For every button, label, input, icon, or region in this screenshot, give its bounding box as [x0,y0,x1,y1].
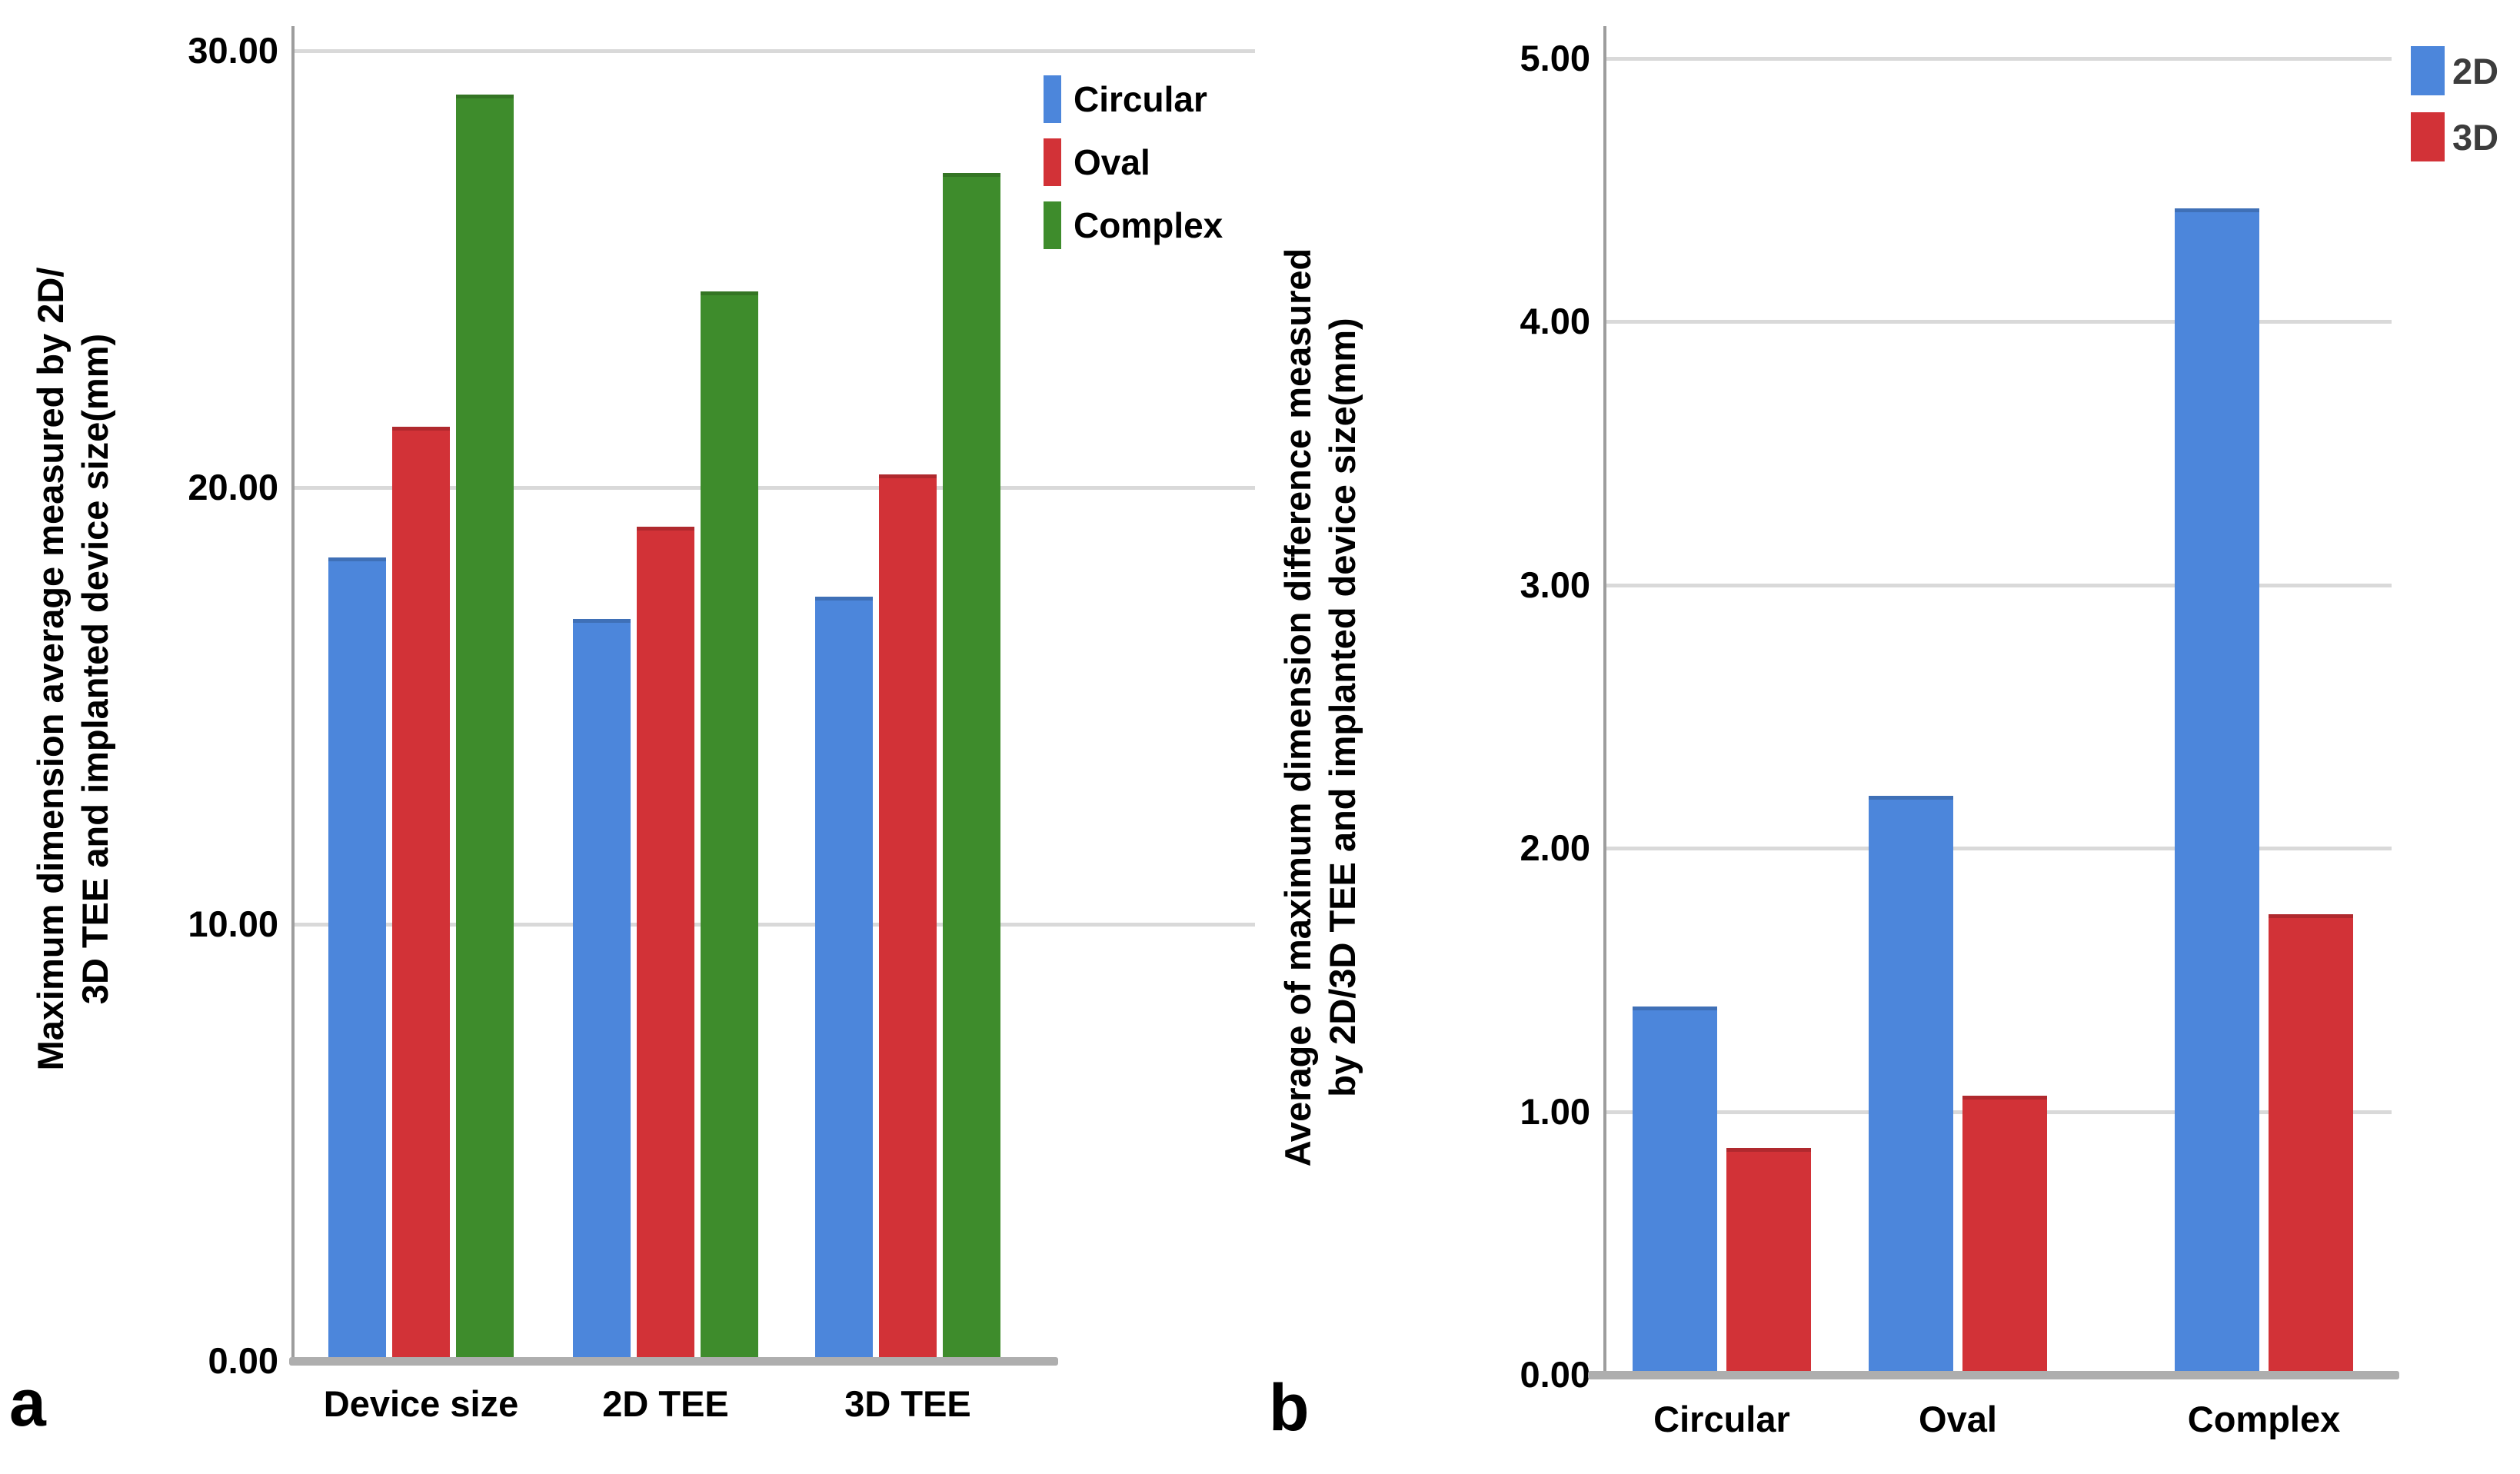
legend-item-3d: 3D [2411,112,2498,161]
legend-item-complex: Complex [1044,201,1223,249]
gridline-3.00 [1606,583,2392,587]
bar-a-2d-tee-complex [701,291,758,1361]
panel-b-y-axis-label-line-1: Average of maximum dimension difference … [1277,248,1318,1167]
panel-b-y-axis-label-line-2: by 2D/3D TEE and implanted device size(m… [1322,318,1363,1097]
y-tick-label-5.00: 5.00 [1520,37,1590,78]
y-tick-label-30.00: 30.00 [188,30,278,72]
bar-b-circular-3d [1726,1148,1811,1375]
panel-b-y-axis-label: Average of maximum dimension difference … [1276,92,1365,1323]
gridline-4.00 [1606,320,2392,324]
bar-a-3d-tee-oval [879,474,937,1361]
gridline-20.00 [294,486,1255,491]
y-tick-label-2.00: 2.00 [1520,827,1590,869]
bar-b-circular-2d [1633,1006,1717,1375]
panel-b-plot-area [1603,26,2392,1379]
bar-a-2d-tee-oval [637,527,694,1361]
bar-a-3d-tee-complex [943,173,1000,1361]
panel-a-plot-area [291,26,1255,1366]
panel-a-letter: a [9,1366,46,1440]
y-axis-line [291,26,295,1366]
x-tick-label-oval: Oval [1919,1399,1997,1439]
x-tick-label-circular: Circular [1653,1399,1790,1439]
legend-item-2d: 2D [2411,46,2498,95]
legend-item-oval: Oval [1044,138,1150,186]
x-tick-label-device-size: Device size [323,1383,519,1424]
bar-a-device-size-oval [392,426,450,1361]
bar-a-3d-tee-circular [815,597,873,1361]
y-tick-label-0.00: 0.00 [208,1340,278,1381]
x-axis-baseline [289,1357,1058,1366]
legend-swatch-circular [1044,75,1061,123]
gridline-10.00 [294,923,1255,927]
bar-b-complex-2d [2175,208,2259,1375]
gridline-30.00 [294,49,1255,54]
bar-a-device-size-circular [328,557,386,1361]
legend-swatch-2d [2411,46,2445,95]
y-tick-label-3.00: 3.00 [1520,564,1590,605]
panel-a-y-axis-label-line-2: 3D TEE and implanted device size(mm) [75,333,115,1005]
y-tick-label-4.00: 4.00 [1520,301,1590,342]
x-tick-label-2d-tee: 2D TEE [602,1383,729,1424]
bar-b-complex-3d [2269,913,2353,1375]
bar-a-2d-tee-circular [573,618,631,1361]
y-axis-line [1603,26,1606,1379]
panel-b-letter: b [1269,1371,1310,1445]
bar-b-oval-3d [1962,1096,2047,1375]
legend-label-complex: Complex [1074,205,1223,245]
gridline-2.00 [1606,847,2392,851]
panel-a-y-axis-label-line-1: Maximum dimension average measured by 2D… [30,267,71,1071]
x-tick-label-complex: Complex [2187,1399,2341,1439]
y-tick-label-0.00: 0.00 [1520,1354,1590,1395]
x-tick-label-3d-tee: 3D TEE [844,1383,971,1424]
legend-item-circular: Circular [1044,75,1207,123]
x-axis-baseline [1588,1371,2399,1379]
legend-label-3d: 3D [2452,116,2499,158]
bar-b-oval-2d [1869,795,1953,1375]
legend-swatch-oval [1044,138,1061,186]
legend-swatch-complex [1044,201,1061,249]
legend-label-circular: Circular [1074,79,1207,119]
panel-a-y-axis-label: Maximum dimension average measured by 2D… [28,54,118,1284]
legend-label-2d: 2D [2452,50,2499,92]
legend-label-oval: Oval [1074,142,1150,182]
gridline-5.00 [1606,56,2392,61]
legend-swatch-3d [2411,112,2445,161]
y-tick-label-10.00: 10.00 [188,903,278,945]
bar-a-device-size-complex [456,95,514,1361]
y-tick-label-1.00: 1.00 [1520,1090,1590,1132]
y-tick-label-20.00: 20.00 [188,467,278,508]
